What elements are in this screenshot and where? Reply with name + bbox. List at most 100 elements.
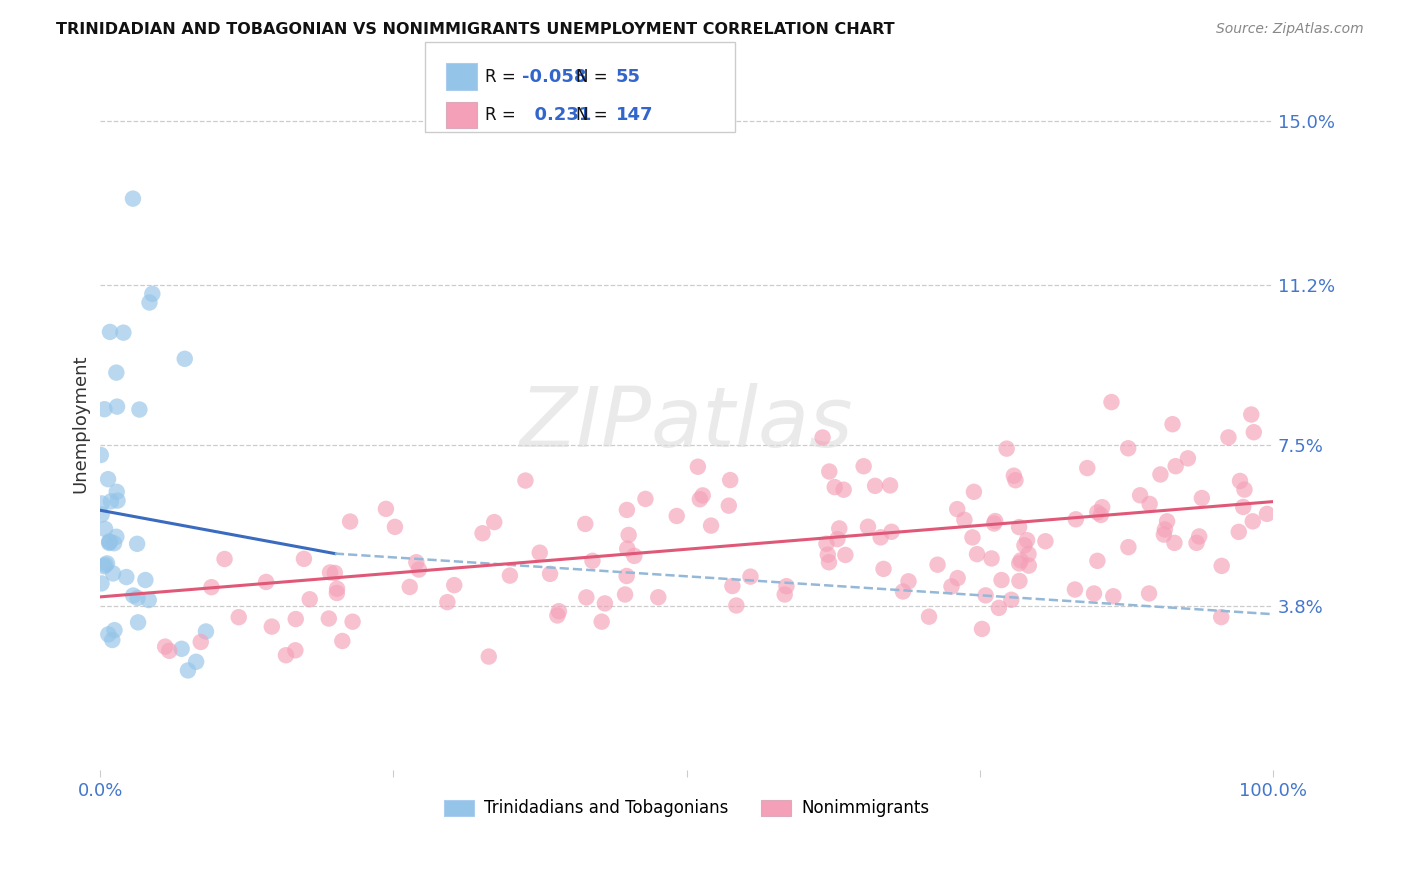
Text: 55: 55 [616,68,641,86]
Point [515,474,537,488]
Point [173,351,195,366]
Point [1008,557,1031,571]
Point [1035,534,1057,549]
Point [90,448,112,462]
Point [616,569,638,583]
Point [897,574,920,589]
Point [880,524,903,539]
Point [1018,558,1040,573]
Point [471,526,494,541]
Text: TRINIDADIAN AND TOBAGONIAN VS NONIMMIGRANTS UNEMPLOYMENT CORRELATION CHART: TRINIDADIAN AND TOBAGONIAN VS NONIMMIGRA… [56,22,894,37]
Point [856,520,879,534]
Point [323,566,346,580]
Point [614,587,637,601]
Point [96,557,118,571]
Point [623,549,645,563]
Point [478,649,501,664]
Point [647,591,669,605]
Point [1002,468,1025,483]
Point [581,554,603,568]
Point [384,520,406,534]
Point [1004,473,1026,487]
Point [634,491,657,506]
Point [946,502,969,516]
Point [90,576,112,591]
Point [101,566,124,581]
Point [128,402,150,417]
Point [700,518,723,533]
Point [1149,467,1171,482]
Point [1233,483,1256,497]
Point [529,546,551,560]
Point [122,192,145,206]
Point [98,534,121,549]
Point [298,592,321,607]
Point [832,483,855,497]
Point [1076,461,1098,475]
Point [1087,554,1109,568]
Point [1240,408,1263,422]
Point [740,569,762,583]
Point [827,532,849,546]
Point [326,586,349,600]
Point [686,459,709,474]
Text: R =: R = [485,68,522,86]
Point [953,513,976,527]
Point [946,571,969,585]
Point [1211,610,1233,624]
Point [1014,538,1036,552]
Point [134,573,156,587]
Point [591,615,613,629]
Point [1256,507,1278,521]
Point [995,442,1018,456]
Point [980,551,1002,566]
Point [721,579,744,593]
Point [194,624,217,639]
Point [1156,514,1178,528]
Point [941,579,963,593]
Point [190,635,212,649]
Point [616,541,638,556]
Y-axis label: Unemployment: Unemployment [72,354,89,493]
Legend: Trinidadians and Tobagonians, Nonimmigrants: Trinidadians and Tobagonians, Nonimmigra… [437,793,936,824]
Text: 0.231: 0.231 [522,106,591,124]
Point [689,492,711,507]
Point [817,548,839,562]
Point [274,648,297,663]
Point [1091,500,1114,515]
Point [484,515,506,529]
Point [93,402,115,417]
Point [718,473,741,487]
Point [443,578,465,592]
Point [962,530,984,544]
Point [1090,508,1112,522]
Point [1211,558,1233,573]
Point [260,619,283,633]
Point [891,584,914,599]
Point [1018,547,1040,561]
Point [1227,524,1250,539]
Point [617,528,640,542]
Point [717,499,740,513]
Point [1243,425,1265,440]
Point [101,632,124,647]
Point [94,558,117,572]
Point [828,521,851,535]
Point [342,615,364,629]
Point [115,570,138,584]
Point [105,484,128,499]
Point [292,552,315,566]
Point [879,478,901,492]
Point [405,555,427,569]
Point [725,599,748,613]
Point [593,596,616,610]
Point [105,366,128,380]
Point [815,537,838,551]
Point [775,579,797,593]
Point [927,558,949,572]
Point [228,610,250,624]
Point [436,595,458,609]
Point [200,580,222,594]
Point [546,608,568,623]
Point [1008,574,1031,588]
